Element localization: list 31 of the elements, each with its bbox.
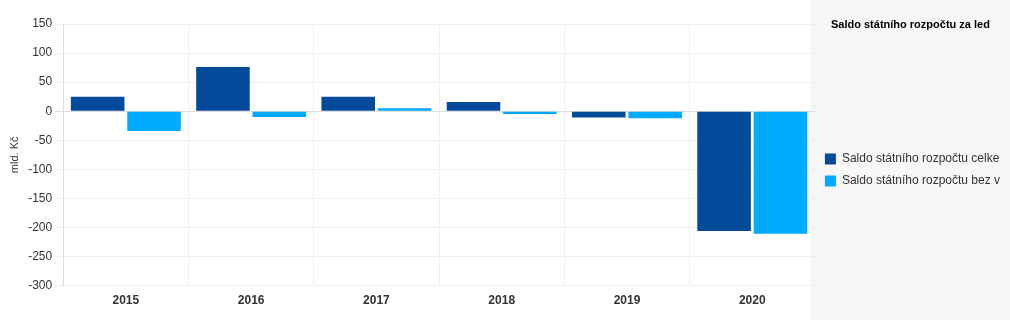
x-tick-label: 2020 (738, 293, 766, 308)
legend-label: Saldo státního rozpočtu bez v (841, 173, 1001, 188)
x-tick-label: 2018 (488, 293, 516, 308)
bar (697, 111, 751, 231)
y-tick-label: 0 (45, 103, 53, 118)
y-tick-label: -300 (28, 277, 53, 292)
bar (377, 108, 432, 111)
bar (127, 111, 181, 131)
x-tick-label: 2015 (112, 293, 140, 308)
y-tick-label: -150 (28, 190, 53, 205)
bar (70, 96, 125, 111)
bar (196, 67, 250, 111)
y-tick-label: 150 (32, 16, 53, 31)
x-tick-label: 2019 (613, 293, 641, 308)
text: Saldo státního rozpočtu za led (831, 18, 990, 30)
bar (628, 111, 682, 119)
x-tick-label: 2017 (363, 293, 391, 308)
bar (321, 96, 376, 111)
y-tick-label: -100 (28, 161, 53, 176)
x-tick-label: 2016 (237, 293, 265, 308)
y-tick-label: 50 (38, 74, 53, 89)
y-tick-label: 100 (32, 45, 53, 60)
y-tick-label: -200 (28, 219, 53, 234)
bar (753, 111, 808, 234)
y-axis-title: mld. Kč (7, 135, 20, 174)
legend-label: Saldo státního rozpočtu celke (841, 151, 1000, 166)
bar (572, 111, 626, 118)
bar (446, 101, 501, 111)
bar (252, 111, 307, 118)
y-tick-label: -50 (34, 132, 53, 147)
y-tick-label: -250 (28, 248, 53, 263)
